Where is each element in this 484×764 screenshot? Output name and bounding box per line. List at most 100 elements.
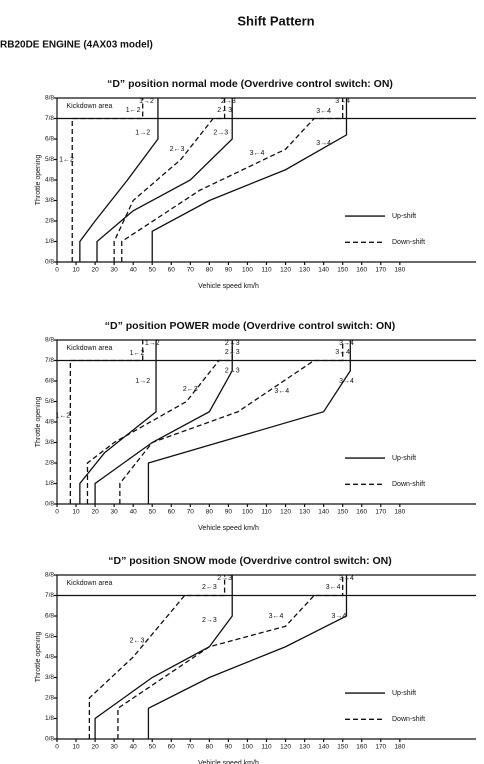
annotation: 3→4	[335, 98, 350, 105]
y-axis-label: Throttle opening	[35, 397, 42, 448]
page-title: Shift Pattern	[237, 13, 314, 28]
x-tick-label: 160	[356, 744, 367, 751]
x-tick-label: 140	[318, 744, 329, 751]
x-tick-label: 20	[91, 267, 99, 274]
annotation: 1→2	[135, 378, 150, 385]
shift-line	[151, 98, 348, 262]
x-tick-label: 160	[356, 509, 367, 516]
y-tick-label: 5/8	[45, 633, 54, 640]
x-tick-label: 20	[91, 509, 99, 516]
x-tick-label: 150	[337, 509, 348, 516]
x-tick-label: 90	[225, 509, 233, 516]
x-tick-label: 10	[72, 267, 80, 274]
annotation: 3←4	[316, 108, 331, 115]
annotation: 2←3	[217, 107, 232, 114]
annotation: 1←2	[126, 107, 141, 114]
x-tick-label: 20	[91, 744, 99, 751]
annotation: 3←4	[274, 388, 289, 395]
y-tick-label: 0/8	[45, 501, 54, 508]
shift-line	[79, 340, 157, 504]
shift-line	[69, 340, 144, 504]
x-tick-label: 120	[280, 744, 291, 751]
y-tick-label: 6/8	[45, 136, 54, 143]
annotation: 3→4	[339, 340, 354, 347]
x-tick-label: 120	[280, 509, 291, 516]
annotation: 2←3	[225, 349, 240, 356]
x-tick-label: 180	[394, 267, 405, 274]
annotation: 3←4	[335, 349, 350, 356]
x-tick-label: 180	[394, 744, 405, 751]
y-tick-label: 4/8	[45, 419, 54, 426]
y-tick-label: 0/8	[45, 736, 54, 743]
x-tick-label: 130	[299, 744, 310, 751]
x-tick-label: 100	[242, 744, 253, 751]
shift-line	[94, 575, 233, 739]
y-axis-label: Throttle opening	[35, 632, 42, 683]
x-tick-label: 110	[261, 744, 272, 751]
y-tick-label: 5/8	[45, 398, 54, 405]
annotation: 1→2	[139, 98, 154, 105]
x-tick-label: 0	[55, 267, 59, 274]
x-axis-label: Vehicle speed km/h	[198, 283, 259, 290]
annotation: 1←2	[55, 413, 70, 420]
shift-line	[71, 98, 144, 262]
x-tick-label: 60	[168, 744, 176, 751]
annotation: 2→3	[213, 130, 228, 137]
y-tick-label: 2/8	[45, 460, 54, 467]
x-tick-label: 170	[375, 267, 386, 274]
y-tick-label: 5/8	[45, 156, 54, 163]
y-tick-label: 8/8	[45, 95, 54, 102]
x-tick-label: 30	[111, 267, 119, 274]
x-tick-label: 30	[111, 509, 119, 516]
x-tick-label: 160	[356, 267, 367, 274]
shift-line	[88, 575, 226, 739]
x-tick-label: 170	[375, 744, 386, 751]
x-tick-label: 10	[72, 509, 80, 516]
legend-label: Up-shift	[392, 455, 416, 462]
annotation: 3←4	[250, 150, 265, 157]
x-tick-label: 60	[168, 509, 176, 516]
y-axis-label: Throttle opening	[35, 155, 42, 206]
page-subtitle: RB20DE ENGINE (4AX03 model)	[0, 40, 153, 51]
legend-label: Up-shift	[392, 690, 416, 697]
shift-line	[121, 98, 344, 262]
annotation: 2←3	[202, 584, 217, 591]
annotation: 3→4	[339, 575, 354, 582]
legend-label: Up-shift	[392, 213, 416, 220]
annotation: 1←2	[130, 350, 145, 357]
annotation: 2←3	[130, 637, 145, 644]
y-tick-label: 2/8	[45, 695, 54, 702]
x-tick-label: 40	[130, 267, 138, 274]
y-tick-label: 8/8	[45, 572, 54, 579]
y-tick-label: 2/8	[45, 218, 54, 225]
x-tick-label: 80	[206, 744, 214, 751]
y-tick-label: 1/8	[45, 715, 54, 722]
chart-title: “D” position normal mode (Overdrive cont…	[107, 78, 393, 90]
x-tick-label: 100	[242, 509, 253, 516]
annotation: 2→3	[225, 340, 240, 347]
x-tick-label: 80	[206, 267, 214, 274]
shift-line	[147, 575, 348, 739]
shift-line	[96, 98, 233, 262]
shift-line	[147, 340, 351, 504]
annotation: 2→3	[202, 617, 217, 624]
x-tick-label: 70	[187, 744, 195, 751]
annotation: 3←4	[326, 584, 341, 591]
x-tick-label: 140	[318, 509, 329, 516]
x-tick-label: 40	[130, 509, 138, 516]
chart-title: “D” position SNOW mode (Overdrive contro…	[108, 555, 392, 567]
x-tick-label: 150	[337, 267, 348, 274]
y-tick-label: 3/8	[45, 197, 54, 204]
x-tick-label: 0	[55, 744, 59, 751]
chart-title: “D” position POWER mode (Overdrive contr…	[105, 320, 396, 332]
x-tick-label: 0	[55, 509, 59, 516]
x-tick-label: 110	[261, 267, 272, 274]
x-tick-label: 40	[130, 744, 138, 751]
shift-line	[86, 340, 233, 504]
annotation: 3→4	[339, 378, 354, 385]
annotation: 2→3	[221, 98, 236, 105]
x-tick-label: 150	[337, 744, 348, 751]
y-tick-label: 8/8	[45, 337, 54, 344]
y-tick-label: 0/8	[45, 259, 54, 266]
